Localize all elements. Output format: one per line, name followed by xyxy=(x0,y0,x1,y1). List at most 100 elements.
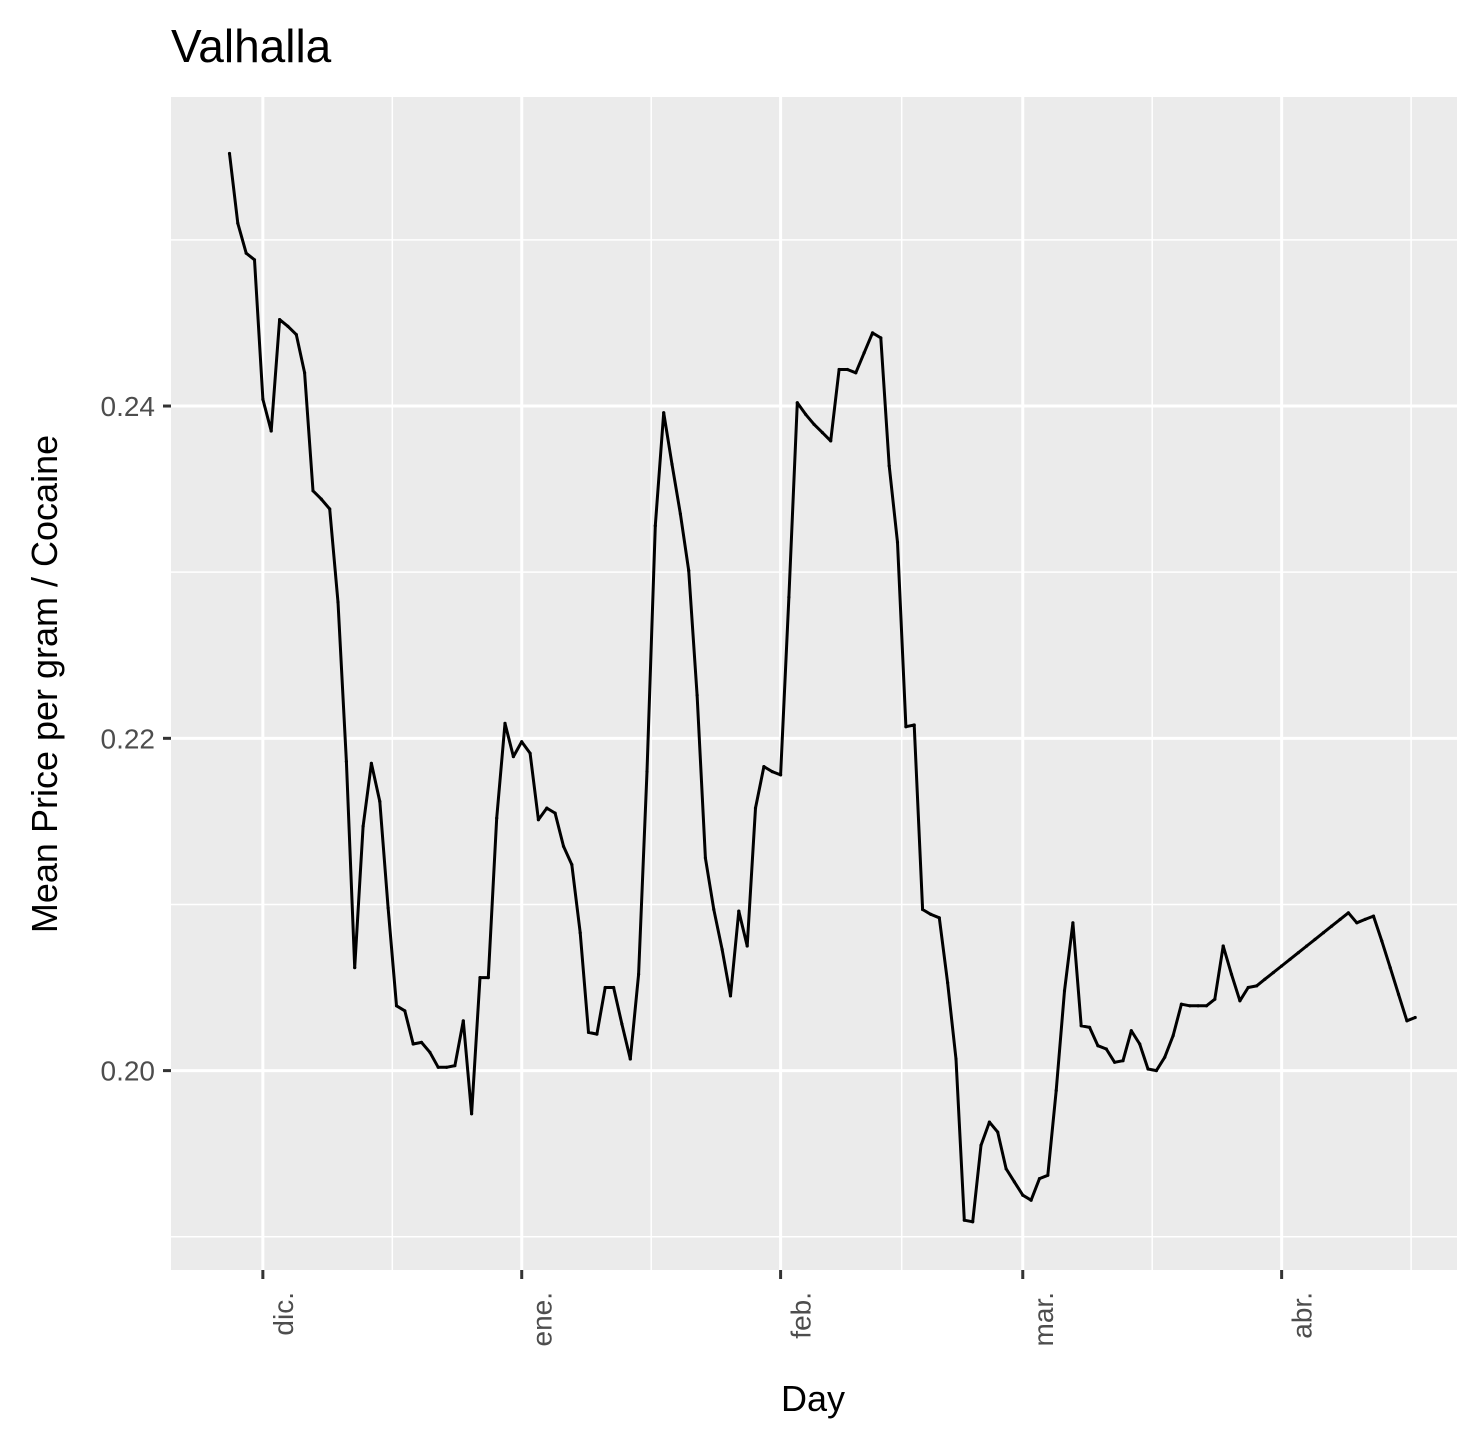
data-point xyxy=(1414,1016,1417,1019)
data-point xyxy=(796,401,799,404)
data-point xyxy=(1113,1061,1116,1064)
data-point xyxy=(1046,1174,1049,1177)
data-point xyxy=(938,916,941,919)
data-point xyxy=(804,413,807,416)
data-point xyxy=(320,498,323,501)
data-point xyxy=(637,973,640,976)
data-point xyxy=(554,812,557,815)
data-point xyxy=(579,931,582,934)
data-point xyxy=(470,1112,473,1115)
data-point xyxy=(1088,1026,1091,1029)
data-point xyxy=(345,760,348,763)
data-point xyxy=(1255,984,1258,987)
data-point xyxy=(879,336,882,339)
data-point xyxy=(1405,1019,1408,1022)
data-point xyxy=(1130,1029,1133,1032)
data-point xyxy=(1172,1034,1175,1037)
data-point xyxy=(896,541,899,544)
data-point xyxy=(670,463,673,466)
data-point xyxy=(245,252,248,255)
x-tick-label: mar. xyxy=(1028,1292,1059,1346)
data-point xyxy=(921,908,924,911)
data-point xyxy=(462,1019,465,1022)
data-point xyxy=(537,818,540,821)
data-point xyxy=(1146,1067,1149,1070)
data-point xyxy=(1339,918,1342,921)
data-point xyxy=(1096,1044,1099,1047)
data-point xyxy=(1263,978,1266,981)
x-axis-title: Day xyxy=(781,1378,845,1419)
data-point xyxy=(904,725,907,728)
data-point xyxy=(846,368,849,371)
data-point xyxy=(996,1131,999,1134)
data-point xyxy=(1155,1069,1158,1072)
data-point xyxy=(762,765,765,768)
data-point xyxy=(971,1220,974,1223)
data-point xyxy=(871,331,874,334)
data-point xyxy=(746,944,749,947)
data-point xyxy=(1013,1180,1016,1183)
data-point xyxy=(428,1051,431,1054)
y-tick-label: 0.24 xyxy=(101,391,156,422)
x-tick-label: abr. xyxy=(1287,1292,1318,1339)
data-point xyxy=(503,722,506,725)
data-point xyxy=(1347,911,1350,914)
data-point xyxy=(353,966,356,969)
data-point xyxy=(1163,1056,1166,1059)
data-point xyxy=(445,1066,448,1069)
data-point xyxy=(286,325,289,328)
data-point xyxy=(228,152,231,155)
data-point xyxy=(495,817,498,820)
data-point xyxy=(662,411,665,414)
data-point xyxy=(595,1033,598,1036)
data-point xyxy=(1188,1004,1191,1007)
data-point xyxy=(1222,944,1225,947)
data-point xyxy=(487,976,490,979)
data-point xyxy=(838,368,841,371)
data-point xyxy=(437,1066,440,1069)
data-point xyxy=(779,773,782,776)
data-point xyxy=(378,800,381,803)
data-point xyxy=(988,1121,991,1124)
data-point xyxy=(412,1042,415,1045)
data-point xyxy=(1205,1004,1208,1007)
data-point xyxy=(1121,1059,1124,1062)
data-point xyxy=(1197,1004,1200,1007)
data-point xyxy=(1105,1047,1108,1050)
data-point xyxy=(729,994,732,997)
data-point xyxy=(829,439,832,442)
x-tick-label: dic. xyxy=(268,1292,299,1336)
data-point xyxy=(754,807,757,810)
y-tick-label: 0.22 xyxy=(101,723,156,754)
x-axis-tick-labels: dic. ene. feb. mar. abr. xyxy=(268,1292,1318,1347)
data-point xyxy=(612,986,615,989)
data-point xyxy=(954,1057,957,1060)
data-point xyxy=(696,694,699,697)
data-point xyxy=(946,981,949,984)
data-point xyxy=(1355,921,1358,924)
data-point xyxy=(1038,1177,1041,1180)
data-point xyxy=(1288,958,1291,961)
data-point xyxy=(888,464,891,467)
data-point xyxy=(1230,973,1233,976)
data-point xyxy=(1322,931,1325,934)
data-point xyxy=(278,318,281,321)
data-point xyxy=(1247,986,1250,989)
data-point xyxy=(1280,964,1283,967)
x-tick-label: feb. xyxy=(786,1292,817,1339)
data-point xyxy=(963,1219,966,1222)
data-point xyxy=(1213,998,1216,1001)
data-point xyxy=(654,524,657,527)
data-point xyxy=(253,258,256,261)
data-point xyxy=(1030,1199,1033,1202)
data-point xyxy=(913,723,916,726)
data-point xyxy=(863,351,866,354)
data-point xyxy=(1305,944,1308,947)
data-point xyxy=(1180,1003,1183,1006)
data-point xyxy=(529,752,532,755)
data-point xyxy=(645,770,648,773)
data-point xyxy=(1021,1194,1024,1197)
data-point xyxy=(587,1031,590,1034)
data-point xyxy=(395,1004,398,1007)
